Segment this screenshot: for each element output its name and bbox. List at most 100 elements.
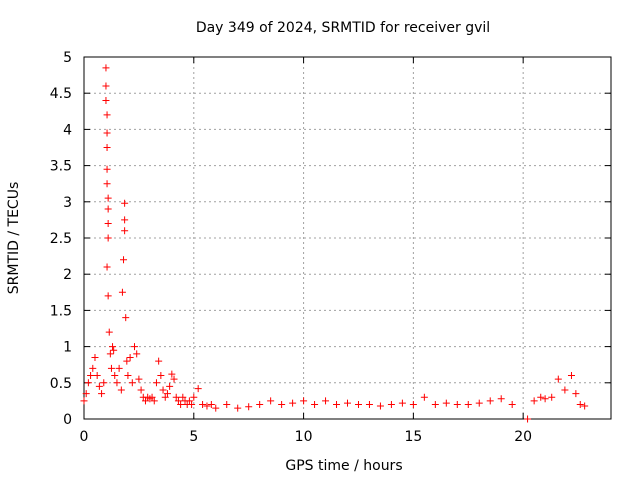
axis-ticks: 0 5 10 15 20 0 0.5 1 1.5 2 2.5 3 3.5 4 4.5 5	[50, 50, 611, 445]
data-point-0-35	[121, 227, 129, 235]
x-tick-label-1: 5	[189, 429, 198, 445]
data-point-0-40	[124, 372, 132, 380]
data-point-0-72	[199, 401, 207, 409]
data-point-0-52	[150, 397, 158, 405]
data-point-0-16	[103, 165, 111, 173]
data-point-0-59	[166, 382, 174, 390]
data-point-0-100	[486, 397, 494, 405]
data-point-0-91	[387, 401, 395, 409]
data-point-0-34	[120, 256, 128, 264]
data-point-0-93	[409, 401, 417, 409]
y-tick-label-6: 3	[63, 195, 72, 211]
data-point-0-45	[135, 375, 143, 383]
data-point-0-111	[572, 390, 580, 398]
data-points	[80, 64, 589, 423]
y-tick-label-10: 5	[63, 50, 72, 66]
data-point-0-19	[104, 205, 112, 213]
data-point-0-7	[95, 382, 103, 390]
x-tick-label-3: 15	[404, 429, 422, 445]
data-point-0-3	[87, 372, 95, 380]
data-point-0-27	[109, 343, 117, 351]
data-point-0-85	[322, 397, 330, 405]
data-point-0-80	[267, 397, 275, 405]
data-point-0-108	[554, 375, 562, 383]
x-tick-label-0: 0	[80, 429, 89, 445]
data-point-0-90	[376, 402, 384, 410]
data-point-0-76	[223, 401, 231, 409]
data-point-0-102	[508, 401, 516, 409]
data-point-0-64	[177, 401, 185, 409]
y-tick-label-8: 4	[63, 122, 72, 138]
data-point-0-22	[103, 263, 111, 271]
data-point-0-17	[103, 180, 111, 188]
y-tick-label-2: 1	[63, 340, 72, 356]
data-point-0-9	[100, 379, 108, 387]
x-tick-label-2: 10	[295, 429, 313, 445]
data-point-0-104	[530, 397, 538, 405]
data-point-0-51	[148, 393, 156, 401]
data-point-0-0	[80, 397, 88, 405]
data-point-0-82	[289, 399, 297, 407]
data-point-0-37	[121, 199, 129, 207]
data-point-0-14	[103, 129, 111, 137]
y-tick-label-1: 0.5	[50, 376, 72, 392]
data-point-0-74	[207, 401, 215, 409]
data-point-0-60	[168, 370, 176, 378]
data-point-0-103	[524, 415, 532, 423]
y-tick-label-7: 3.5	[50, 159, 72, 175]
data-point-0-25	[106, 350, 114, 358]
data-point-0-94	[420, 393, 428, 401]
data-point-0-79	[256, 401, 264, 409]
data-point-0-98	[464, 401, 472, 409]
data-point-0-63	[174, 397, 182, 405]
data-point-0-112	[576, 401, 584, 409]
data-point-0-68	[185, 397, 193, 405]
data-point-0-65	[179, 393, 187, 401]
x-axis-title: GPS time / hours	[285, 458, 402, 474]
data-point-0-73	[203, 402, 211, 410]
data-point-0-41	[126, 353, 134, 361]
data-point-0-20	[104, 220, 112, 228]
data-point-0-18	[104, 194, 112, 202]
data-point-0-23	[104, 292, 112, 300]
data-point-0-2	[84, 379, 92, 387]
data-point-0-61	[170, 375, 178, 383]
data-point-0-83	[300, 397, 308, 405]
data-point-0-56	[159, 386, 167, 394]
data-point-0-43	[131, 343, 139, 351]
chart-title: Day 349 of 2024, SRMTID for receiver gvi…	[196, 20, 490, 36]
data-point-0-39	[123, 357, 131, 365]
data-point-0-28	[110, 346, 118, 354]
data-point-0-87	[344, 399, 351, 407]
data-point-0-75	[212, 404, 220, 412]
data-point-0-31	[115, 364, 123, 372]
data-point-0-5	[91, 353, 99, 361]
y-tick-label-0: 0	[63, 412, 72, 428]
plot-frame	[83, 56, 612, 420]
data-point-0-69	[188, 401, 196, 409]
data-point-0-55	[157, 372, 165, 380]
data-point-0-38	[122, 314, 130, 322]
y-tick-label-4: 2	[63, 267, 72, 283]
data-point-0-30	[113, 379, 121, 387]
data-point-0-89	[365, 401, 373, 409]
data-point-0-97	[453, 401, 461, 409]
data-point-0-99	[475, 399, 483, 407]
data-point-0-1	[82, 390, 90, 398]
data-point-0-6	[93, 372, 101, 380]
data-point-0-29	[111, 372, 119, 380]
data-point-0-44	[133, 350, 141, 358]
data-point-0-110	[567, 372, 575, 380]
data-point-0-21	[104, 234, 112, 242]
data-point-0-88	[354, 401, 362, 409]
data-point-0-106	[541, 395, 549, 403]
data-point-0-71	[194, 385, 202, 393]
data-point-0-107	[548, 393, 556, 401]
y-tick-label-5: 2.5	[50, 231, 72, 247]
data-point-0-105	[537, 393, 545, 401]
x-tick-label-4: 20	[514, 429, 532, 445]
data-point-0-58	[163, 390, 171, 398]
data-point-0-109	[561, 386, 569, 394]
data-point-0-77	[234, 404, 242, 412]
